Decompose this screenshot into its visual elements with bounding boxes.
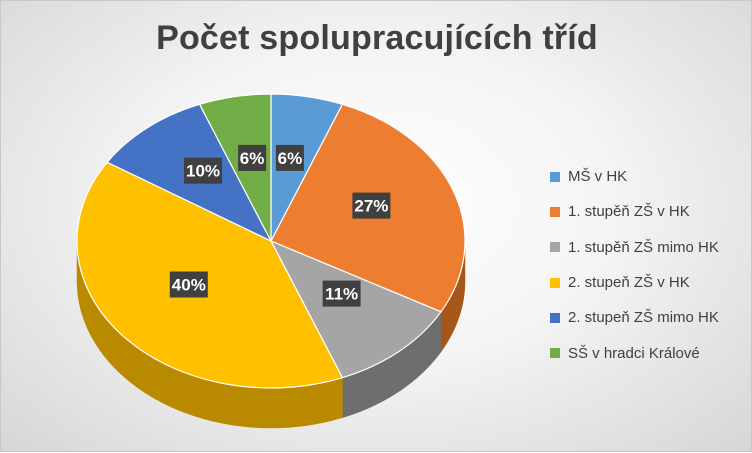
data-label-text-5: 6%	[240, 149, 265, 168]
legend-item-2: 1. stupěň ZŠ mimo HK	[550, 230, 750, 265]
legend-item-5: SŠ v hradci Králové	[550, 335, 750, 370]
data-label-1: 27%	[352, 192, 391, 219]
data-label-4: 10%	[184, 157, 222, 184]
data-label-3: 40%	[169, 271, 208, 298]
legend-swatch-1	[550, 206, 560, 217]
data-label-text-2: 11%	[325, 285, 358, 304]
data-label-0: 6%	[275, 144, 304, 171]
legend-item-3: 2. stupeň ZŠ v HK	[550, 265, 750, 300]
legend-item-1: 1. stupěň ZŠ v HK	[550, 194, 750, 229]
legend-swatch-5	[550, 348, 560, 359]
data-label-5: 6%	[238, 144, 267, 171]
legend-label-4: 2. stupeň ZŠ mimo HK	[568, 309, 719, 327]
data-label-text-0: 6%	[278, 149, 303, 168]
pie-slice-3	[76, 161, 344, 389]
pie-slice-2	[270, 240, 442, 379]
legend-label-3: 2. stupeň ZŠ v HK	[568, 274, 690, 292]
pie-slice-5	[198, 93, 272, 242]
legend-swatch-0	[550, 171, 560, 182]
legend-swatch-2	[550, 242, 560, 253]
data-label-2: 11%	[322, 280, 361, 307]
legend-swatch-3	[550, 277, 560, 288]
chart-legend: MŠ v HK 1. stupěň ZŠ v HK 1. stupěň ZŠ mim…	[550, 159, 750, 371]
legend-label-0: MŠ v HK	[568, 168, 628, 186]
legend-swatch-4	[550, 312, 560, 323]
legend-label-1: 1. stupěň ZŠ v HK	[568, 203, 690, 221]
legend-label-5: SŠ v hradci Králové	[568, 344, 700, 362]
legend-label-2: 1. stupěň ZŠ mimo HK	[568, 238, 719, 256]
data-label-text-1: 27%	[354, 197, 388, 216]
legend-item-4: 2. stupeň ZŠ mimo HK	[550, 300, 750, 335]
chart-title: Počet spolupracujících tříd	[156, 19, 598, 57]
legend-item-0: MŠ v HK	[550, 159, 750, 194]
data-label-text-4: 10%	[186, 162, 220, 181]
data-label-text-3: 40%	[172, 276, 206, 295]
